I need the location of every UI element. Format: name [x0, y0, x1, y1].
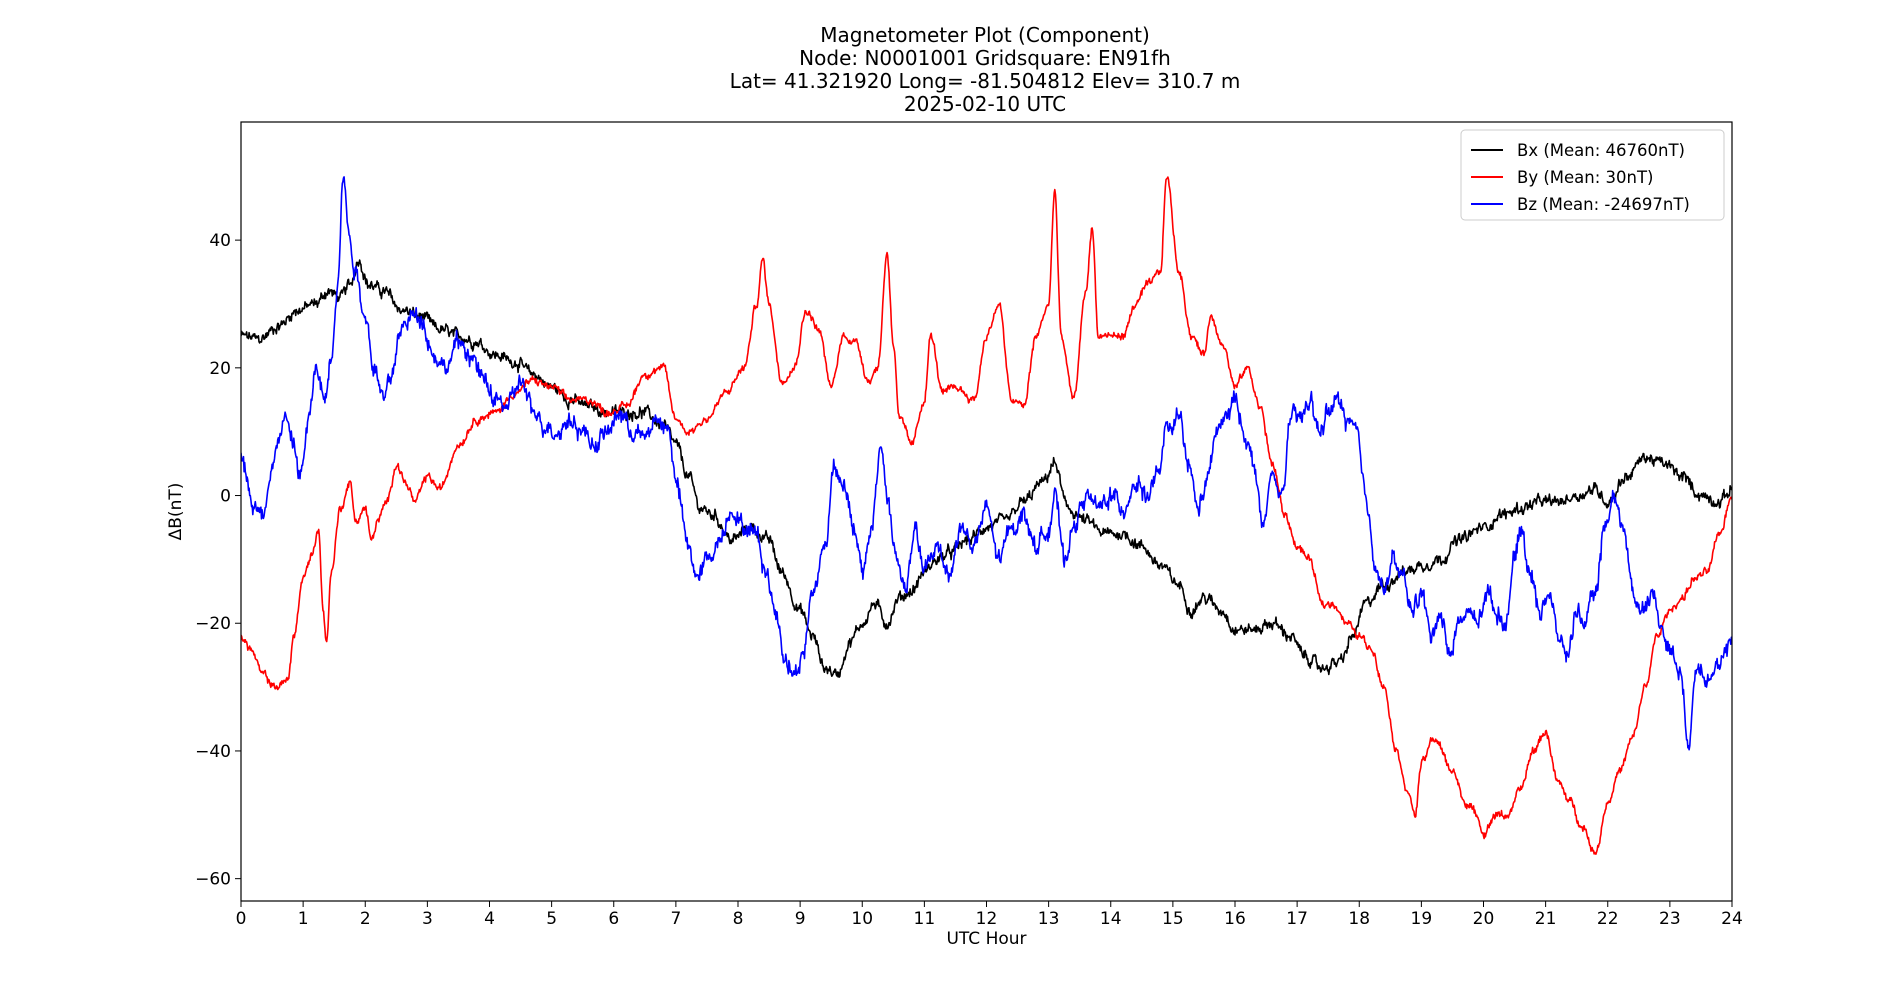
y-axis-ticks: −60 −40 −20 0 20 40 — [195, 231, 241, 890]
x-tick-label: 2 — [360, 909, 371, 929]
series-line-2 — [241, 176, 1732, 855]
x-tick-label: 8 — [733, 909, 744, 929]
y-tick-label: 40 — [209, 231, 231, 251]
chart-title: Magnetometer Plot (Component)Node: N0001… — [730, 23, 1241, 116]
legend-entry: By (Mean: 30nT) — [1517, 168, 1654, 187]
x-tick-label: 24 — [1721, 909, 1743, 929]
x-tick-label: 21 — [1535, 909, 1557, 929]
x-tick-label: 18 — [1348, 909, 1370, 929]
x-tick-label: 9 — [795, 909, 806, 929]
y-tick-label: −40 — [195, 742, 231, 762]
x-tick-label: 10 — [851, 909, 873, 929]
x-tick-label: 3 — [422, 909, 433, 929]
y-axis-label: ΔB(nT) — [166, 483, 186, 541]
series-line-1 — [241, 259, 1732, 678]
legend: Bx (Mean: 46760nT) By (Mean: 30nT) Bz (Mea… — [1460, 129, 1725, 221]
title-line-4: 2025-02-10 UTC — [904, 92, 1066, 116]
x-tick-label: 1 — [298, 909, 309, 929]
series-lines — [241, 176, 1732, 855]
title-line-2: Node: N0001001 Gridsquare: EN91fh — [799, 46, 1171, 70]
x-tick-label: 23 — [1659, 909, 1681, 929]
x-axis-ticks: 0 1 2 3 4 5 6 7 8 9 10 11 12 13 14 15 16 17 18 19 20 21 22 23 24 — [236, 901, 1743, 929]
x-tick-label: 13 — [1038, 909, 1060, 929]
x-tick-label: 7 — [670, 909, 681, 929]
x-tick-label: 22 — [1597, 909, 1619, 929]
x-tick-label: 14 — [1100, 909, 1122, 929]
series-line-3 — [241, 176, 1732, 751]
x-axis-label: UTC Hour — [946, 929, 1026, 949]
title-line-1: Magnetometer Plot (Component) — [820, 23, 1150, 47]
y-tick-label: 0 — [220, 487, 231, 507]
x-tick-label: 17 — [1286, 909, 1308, 929]
x-tick-label: 16 — [1224, 909, 1246, 929]
x-tick-label: 20 — [1473, 909, 1495, 929]
x-tick-label: 19 — [1411, 909, 1433, 929]
x-tick-label: 4 — [484, 909, 495, 929]
x-tick-label: 5 — [546, 909, 557, 929]
y-tick-label: −20 — [195, 614, 231, 634]
legend-entry: Bz (Mean: -24697nT) — [1517, 195, 1690, 214]
x-tick-label: 12 — [976, 909, 998, 929]
x-tick-label: 0 — [236, 909, 247, 929]
x-tick-label: 11 — [914, 909, 936, 929]
y-tick-label: −60 — [195, 870, 231, 890]
y-tick-label: 20 — [209, 359, 231, 379]
legend-box — [1460, 129, 1725, 221]
x-tick-label: 15 — [1162, 909, 1184, 929]
x-tick-label: 6 — [608, 909, 619, 929]
legend-entry: Bx (Mean: 46760nT) — [1517, 141, 1685, 160]
title-line-3: Lat= 41.321920 Long= -81.504812 Elev= 31… — [730, 69, 1241, 93]
